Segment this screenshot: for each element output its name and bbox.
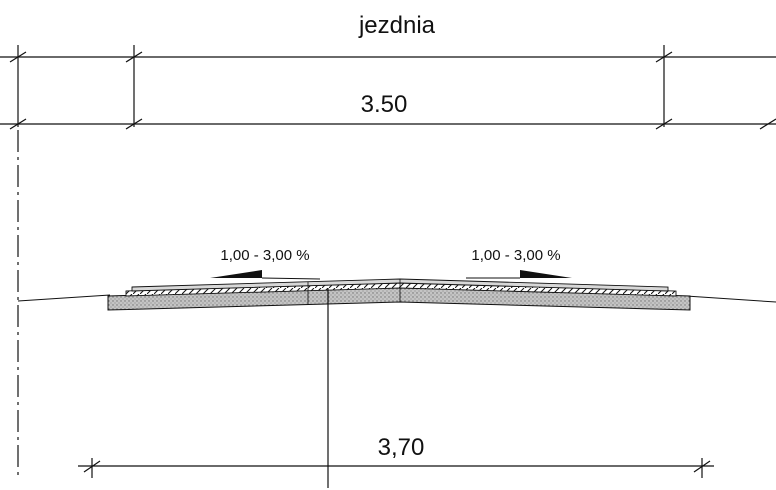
drawing-title: jezdnia xyxy=(358,12,436,39)
top-dimension-line xyxy=(0,45,776,127)
lane-width-label: 3.50 xyxy=(361,91,408,118)
lane-dimension-line xyxy=(0,118,776,130)
slope-label-left: 1,00 - 3,00 % xyxy=(220,247,309,264)
pavement-structure xyxy=(107,278,691,311)
slope-arrow-right xyxy=(466,270,572,279)
slope-label-right: 1,00 - 3,00 % xyxy=(471,247,560,264)
total-width-label: 3,70 xyxy=(378,434,425,461)
bottom-dimension-line xyxy=(78,458,714,478)
slope-arrow-left xyxy=(210,270,321,280)
terrain-line xyxy=(17,294,776,303)
